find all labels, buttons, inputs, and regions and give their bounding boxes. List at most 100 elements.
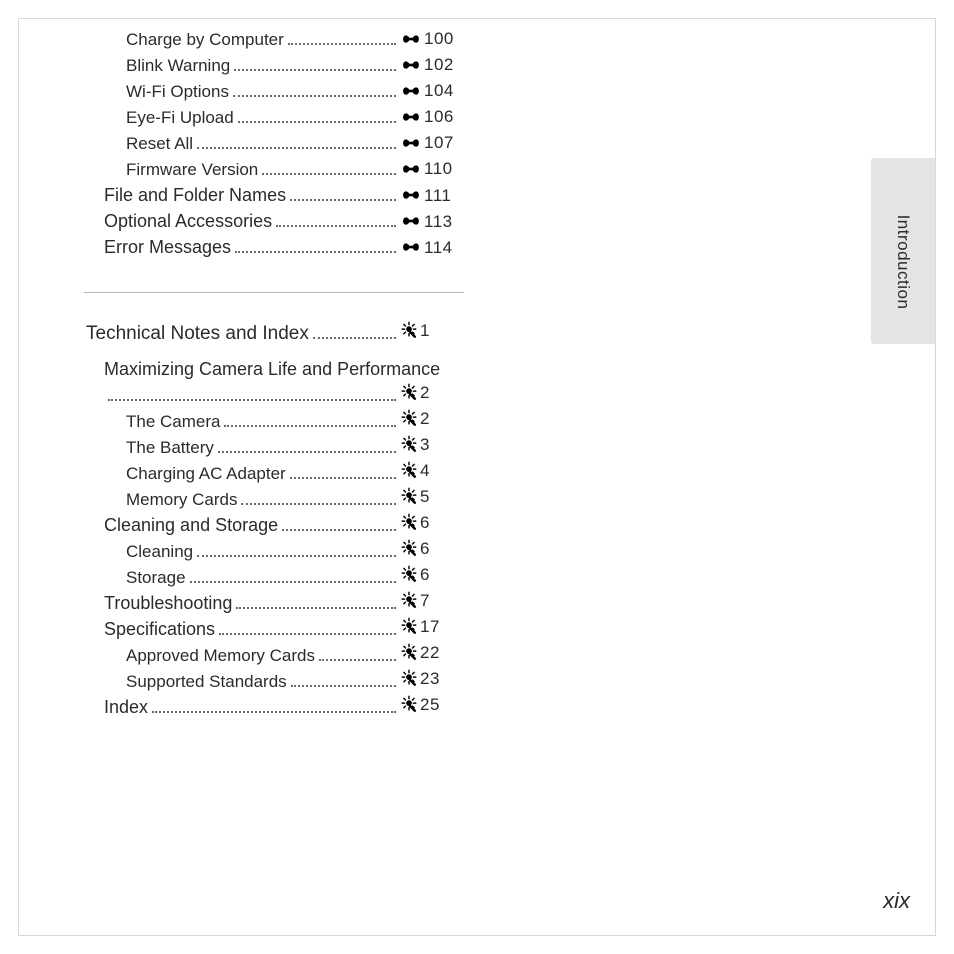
toc-page-ref: 4 <box>400 461 464 479</box>
toc-page-number: 100 <box>424 30 454 47</box>
toc-page-number: 25 <box>420 696 440 713</box>
toc-page-ref: 102 <box>400 56 464 73</box>
infinity-icon <box>400 32 422 46</box>
table-of-contents: Charge by Computer100Blink Warning 102 Wi-… <box>86 30 464 721</box>
toc-page-ref: 23 <box>400 669 464 687</box>
toc-row: Reset All 107 <box>86 134 464 160</box>
toc-page-number: 22 <box>420 644 440 661</box>
toc-page-number: 6 <box>420 566 430 583</box>
toc-page-number: 6 <box>420 540 430 557</box>
toc-page-ref: 2 <box>400 409 464 427</box>
toc-label: Blink Warning <box>126 57 230 74</box>
dot-leader <box>219 633 396 635</box>
dot-leader <box>313 337 396 339</box>
toc-page-ref: 5 <box>400 487 464 505</box>
toc-row: Firmware Version110 <box>86 160 464 186</box>
toc-page-number: 106 <box>424 108 454 125</box>
toc-section-heading: Technical Notes and Index1 <box>86 321 464 349</box>
toc-row: 2 <box>86 383 464 409</box>
dot-leader <box>152 711 396 713</box>
toc-label: The Camera <box>126 413 220 430</box>
infinity-icon <box>400 58 422 72</box>
infinity-icon <box>400 188 422 202</box>
toc-label: Memory Cards <box>126 491 237 508</box>
toc-row: Storage6 <box>86 565 464 591</box>
infinity-icon <box>400 214 422 228</box>
toc-page-number: 6 <box>420 514 430 531</box>
side-tab-label: Introduction <box>893 215 913 310</box>
toc-page-number: 2 <box>420 384 430 401</box>
toc-page-ref: 106 <box>400 108 464 125</box>
toc-label: Error Messages <box>104 238 231 256</box>
toc-label: Cleaning and Storage <box>104 516 278 534</box>
infinity-icon <box>400 84 422 98</box>
sun-wrench-icon <box>400 617 418 635</box>
toc-row: Troubleshooting7 <box>86 591 464 617</box>
toc-page-ref: 17 <box>400 617 464 635</box>
toc-row: Specifications 17 <box>86 617 464 643</box>
toc-row: Charge by Computer100 <box>86 30 464 56</box>
toc-label: Index <box>104 698 148 716</box>
toc-row: File and Folder Names 111 <box>86 186 464 212</box>
sun-wrench-icon <box>400 409 418 427</box>
infinity-icon <box>400 136 422 150</box>
infinity-icon <box>400 240 422 254</box>
toc-row: Wi-Fi Options 104 <box>86 82 464 108</box>
toc-page-ref: 25 <box>400 695 464 713</box>
toc-page-ref: 100 <box>400 30 464 47</box>
toc-page-number: 102 <box>424 56 454 73</box>
dot-leader <box>234 69 396 71</box>
toc-page-ref: 6 <box>400 565 464 583</box>
toc-label: File and Folder Names <box>104 186 286 204</box>
toc-label: The Battery <box>126 439 214 456</box>
toc-label: Specifications <box>104 620 215 638</box>
sun-wrench-icon <box>400 487 418 505</box>
toc-page-number: 114 <box>424 239 453 256</box>
toc-page-number: 4 <box>420 462 430 479</box>
toc-label: Eye-Fi Upload <box>126 109 234 126</box>
page-number: xix <box>883 888 910 914</box>
toc-page-number: 1 <box>420 322 430 339</box>
toc-label: Approved Memory Cards <box>126 647 315 664</box>
toc-page-number: 110 <box>424 160 453 177</box>
sun-wrench-icon <box>400 513 418 531</box>
sun-wrench-icon <box>400 643 418 661</box>
dot-leader <box>290 477 396 479</box>
toc-page-number: 104 <box>424 82 454 99</box>
dot-leader <box>236 607 396 609</box>
toc-label: Wi-Fi Options <box>126 83 229 100</box>
toc-page-number: 2 <box>420 410 430 427</box>
toc-row: Eye-Fi Upload 106 <box>86 108 464 134</box>
toc-page-ref: 22 <box>400 643 464 661</box>
toc-label: Reset All <box>126 135 193 152</box>
toc-page-number: 111 <box>424 187 451 204</box>
dot-leader <box>190 581 396 583</box>
toc-row: Optional Accessories113 <box>86 212 464 238</box>
dot-leader <box>238 121 396 123</box>
toc-page-ref: 113 <box>400 213 464 230</box>
toc-label: Supported Standards <box>126 673 287 690</box>
toc-row: Supported Standards 23 <box>86 669 464 695</box>
toc-row: Error Messages 114 <box>86 238 464 264</box>
dot-leader <box>291 685 396 687</box>
dot-leader <box>233 95 396 97</box>
toc-page-ref: 114 <box>400 239 464 256</box>
infinity-icon <box>400 162 422 176</box>
toc-page-number: 3 <box>420 436 430 453</box>
dot-leader <box>288 43 396 45</box>
dot-leader <box>197 555 396 557</box>
sun-wrench-icon <box>400 669 418 687</box>
toc-page-ref: 111 <box>400 187 464 204</box>
toc-page-ref: 1 <box>400 321 464 339</box>
toc-row: Approved Memory Cards 22 <box>86 643 464 669</box>
toc-label: Cleaning <box>126 543 193 560</box>
toc-page-ref: 110 <box>400 160 464 177</box>
sun-wrench-icon <box>400 383 418 401</box>
toc-row: The Battery 3 <box>86 435 464 461</box>
toc-row: Cleaning 6 <box>86 539 464 565</box>
toc-row: Memory Cards 5 <box>86 487 464 513</box>
toc-label: Charging AC Adapter <box>126 465 286 482</box>
toc-page-ref: 107 <box>400 134 464 151</box>
page: Introduction Charge by Computer100Blink … <box>0 0 954 954</box>
toc-page-ref: 6 <box>400 513 464 531</box>
